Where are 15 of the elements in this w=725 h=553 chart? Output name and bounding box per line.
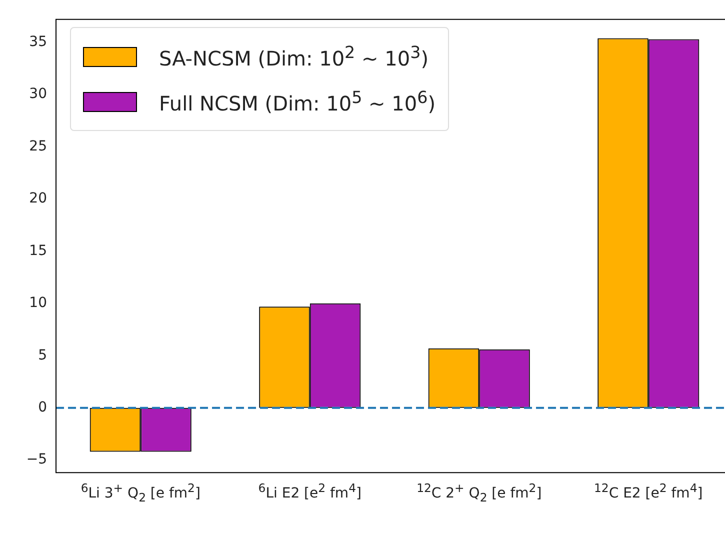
x-tick-label: $^{12}$C E2 [e$^{2}$ fm$^{4}$] [593, 480, 704, 502]
y-tick-label: 35 [29, 34, 47, 50]
legend-label: Full NCSM (Dim: 10$^{5}$ ~ 10$^{6}$) [159, 88, 436, 116]
y-tick-label: 20 [29, 190, 47, 207]
x-tick-label: $^{6}$Li 3$^{+}$ Q$_{2}$ [e fm$^{2}$] [80, 480, 202, 504]
y-tick-label: 10 [29, 295, 47, 312]
y-tick-label: 0 [38, 400, 47, 416]
x-tick-label: $^{12}$C 2$^{+}$ Q$_{2}$ [e fm$^{2}$] [416, 480, 543, 504]
y-tick-label: −5 [26, 452, 47, 468]
x-tick-label: $^{6}$Li E2 [e$^{2}$ fm$^{4}$] [257, 480, 362, 502]
y-tick-label: 25 [29, 138, 47, 154]
y-tick-label: 15 [29, 242, 47, 259]
y-tick-label: 5 [38, 347, 47, 364]
legend-label: SA-NCSM (Dim: 10$^{2}$ ~ 10$^{3}$) [159, 43, 428, 71]
y-tick-label: 30 [29, 86, 47, 102]
